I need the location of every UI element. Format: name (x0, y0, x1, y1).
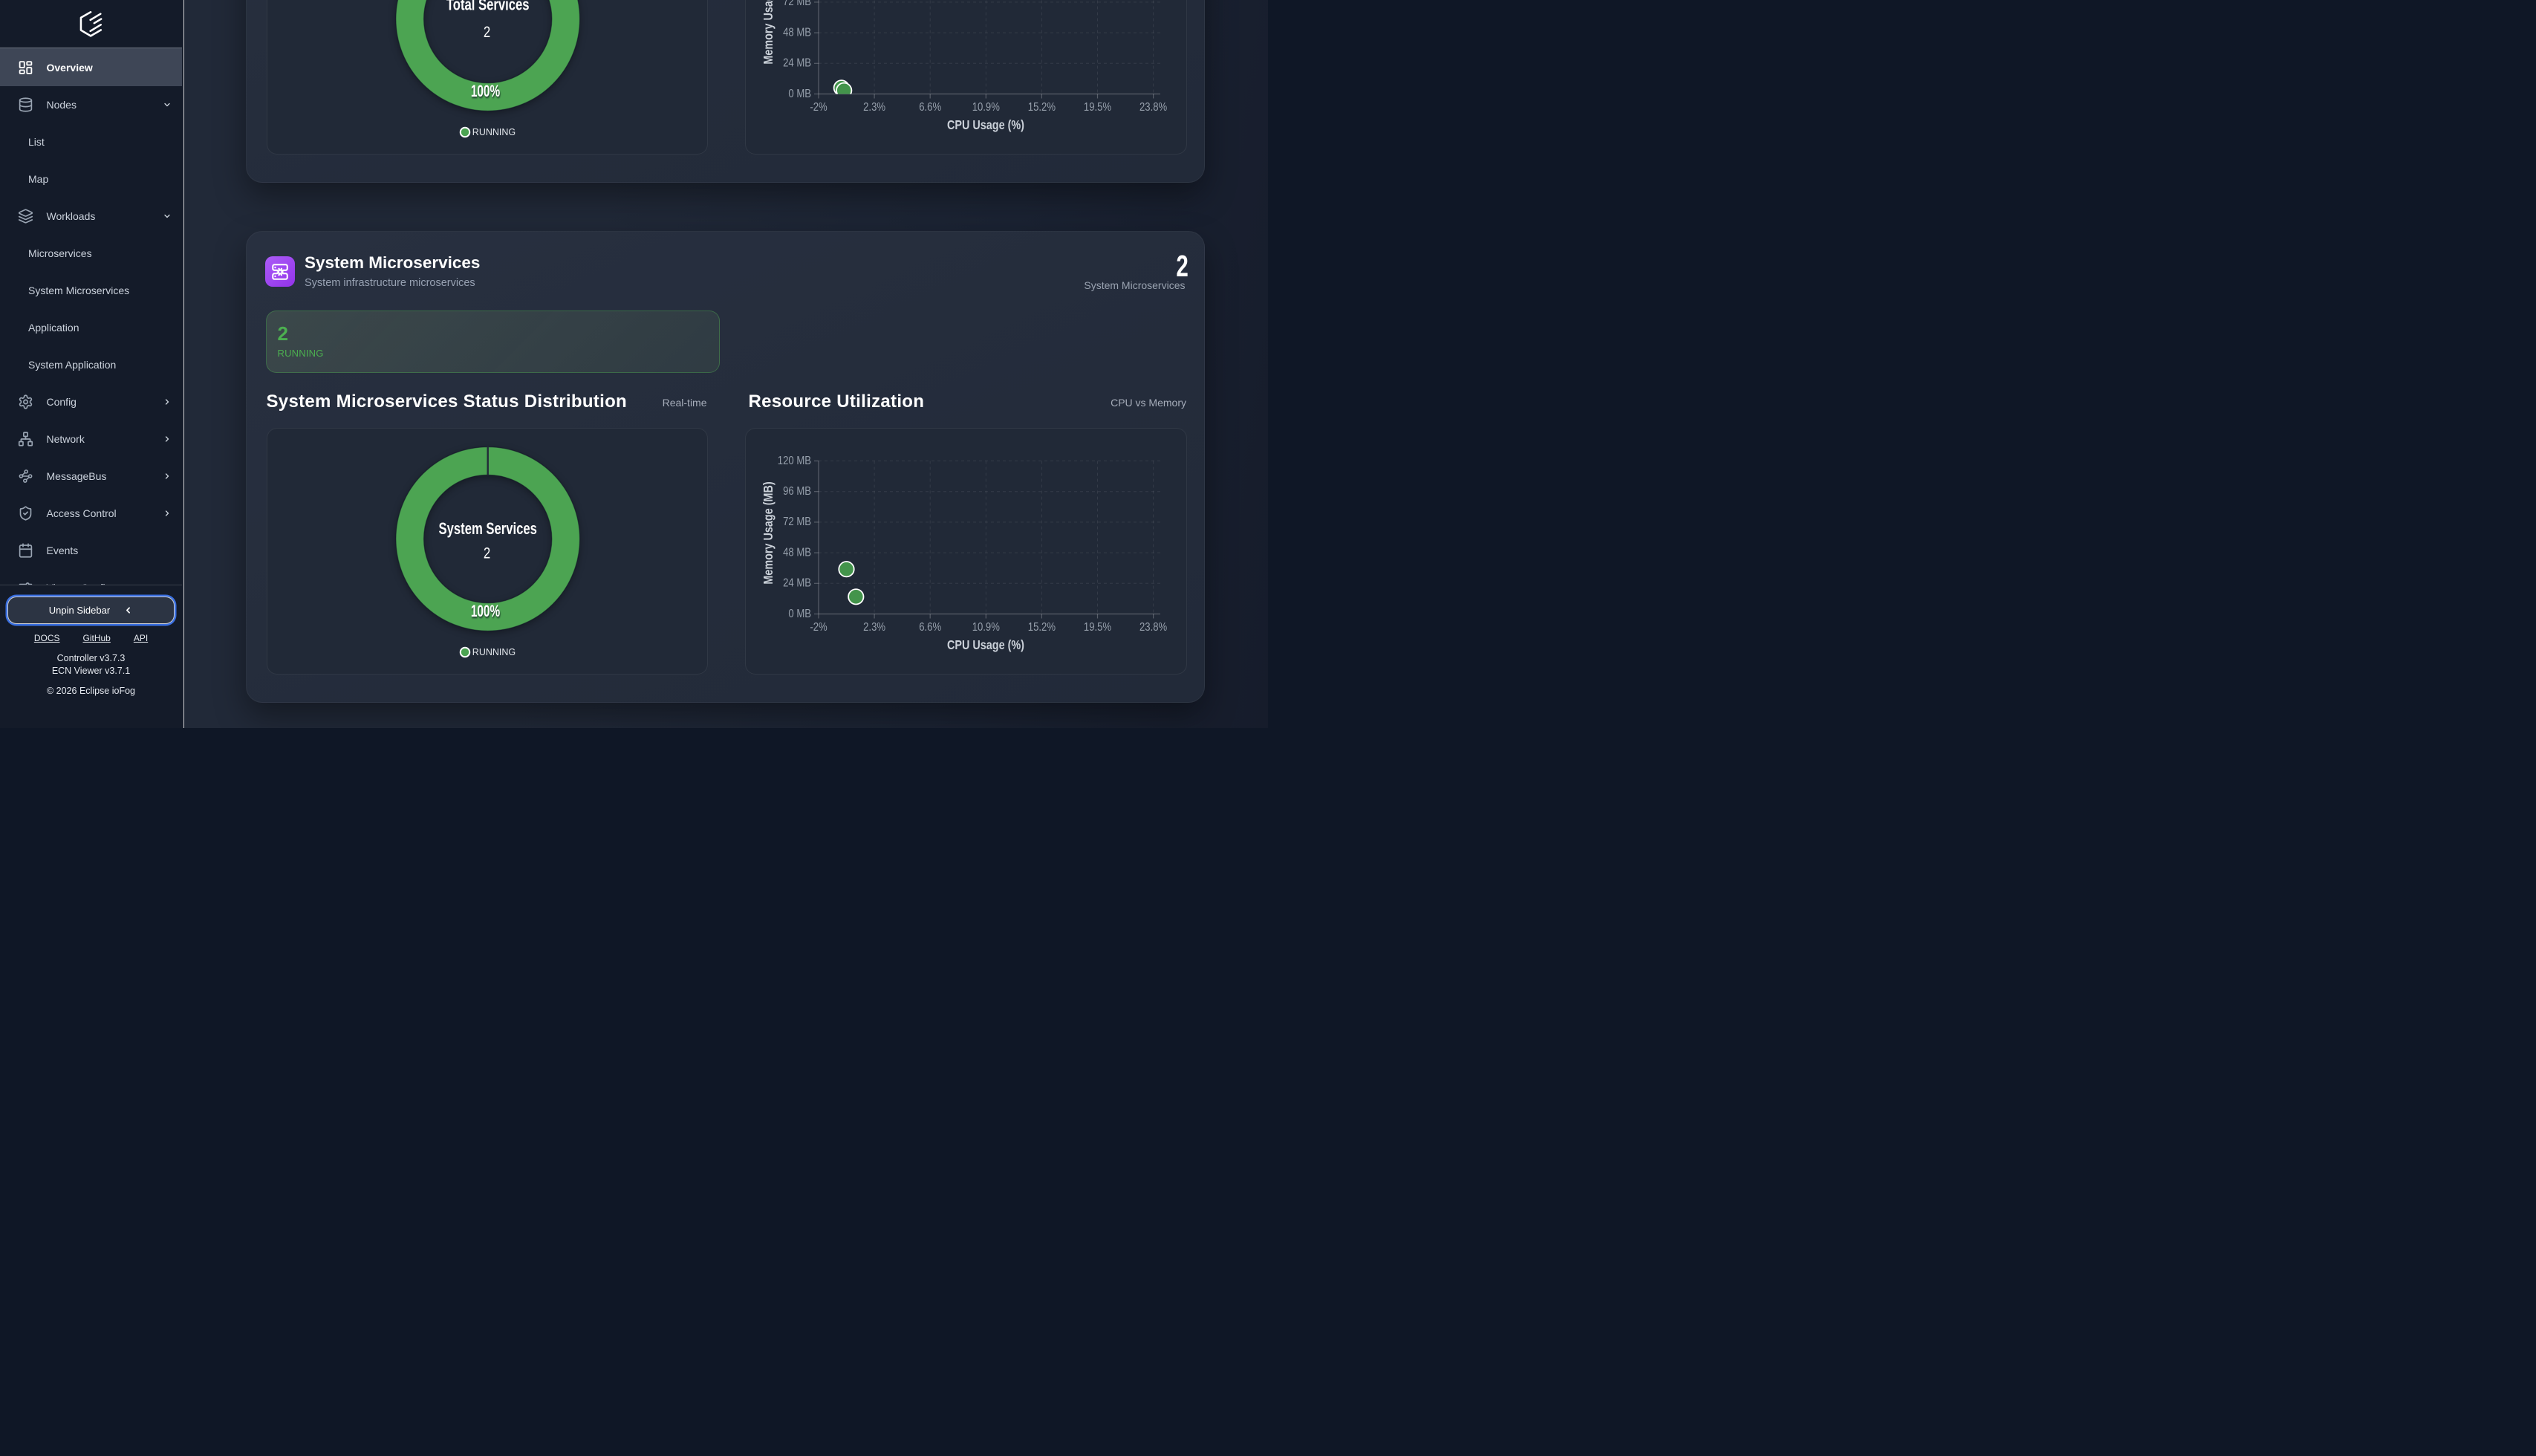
svg-text:15.2%: 15.2% (1028, 100, 1056, 113)
svg-text:19.5%: 19.5% (1084, 620, 1111, 633)
svg-text:72 MB: 72 MB (783, 0, 811, 8)
svg-text:RUNNING: RUNNING (472, 647, 515, 657)
svg-text:Memory Usage (MB): Memory Usage (MB) (761, 481, 776, 584)
svg-text:6.6%: 6.6% (919, 620, 941, 633)
svg-text:System Services: System Services (438, 519, 536, 538)
svg-text:CPU Usage (%): CPU Usage (%) (947, 117, 1024, 132)
svg-text:24 MB: 24 MB (783, 56, 811, 69)
svg-text:19.5%: 19.5% (1084, 100, 1111, 113)
svg-text:0 MB: 0 MB (788, 87, 811, 100)
svg-text:6.6%: 6.6% (919, 100, 941, 113)
svg-text:24 MB: 24 MB (783, 576, 811, 589)
svg-text:120 MB: 120 MB (778, 454, 811, 467)
svg-text:2: 2 (483, 24, 490, 41)
svg-text:48 MB: 48 MB (783, 546, 811, 559)
svg-text:CPU Usage (%): CPU Usage (%) (947, 637, 1024, 652)
svg-text:2.3%: 2.3% (863, 620, 885, 633)
svg-text:23.8%: 23.8% (1139, 100, 1167, 113)
svg-text:2.3%: 2.3% (863, 100, 885, 113)
svg-text:23.8%: 23.8% (1139, 620, 1167, 633)
svg-text:-2%: -2% (810, 620, 827, 633)
svg-text:100%: 100% (470, 602, 499, 620)
svg-text:96 MB: 96 MB (783, 484, 811, 497)
svg-text:2: 2 (483, 545, 490, 562)
svg-text:RUNNING: RUNNING (472, 127, 515, 137)
svg-text:72 MB: 72 MB (783, 516, 811, 528)
svg-text:10.9%: 10.9% (972, 100, 1000, 113)
svg-text:0 MB: 0 MB (788, 607, 811, 620)
svg-text:100%: 100% (470, 82, 499, 100)
svg-text:48 MB: 48 MB (783, 26, 811, 39)
svg-text:-2%: -2% (810, 100, 827, 113)
svg-text:15.2%: 15.2% (1028, 620, 1056, 633)
svg-text:Total Services: Total Services (446, 0, 529, 14)
svg-text:10.9%: 10.9% (972, 620, 1000, 633)
svg-text:Memory Usage (MB): Memory Usage (MB) (761, 0, 776, 64)
